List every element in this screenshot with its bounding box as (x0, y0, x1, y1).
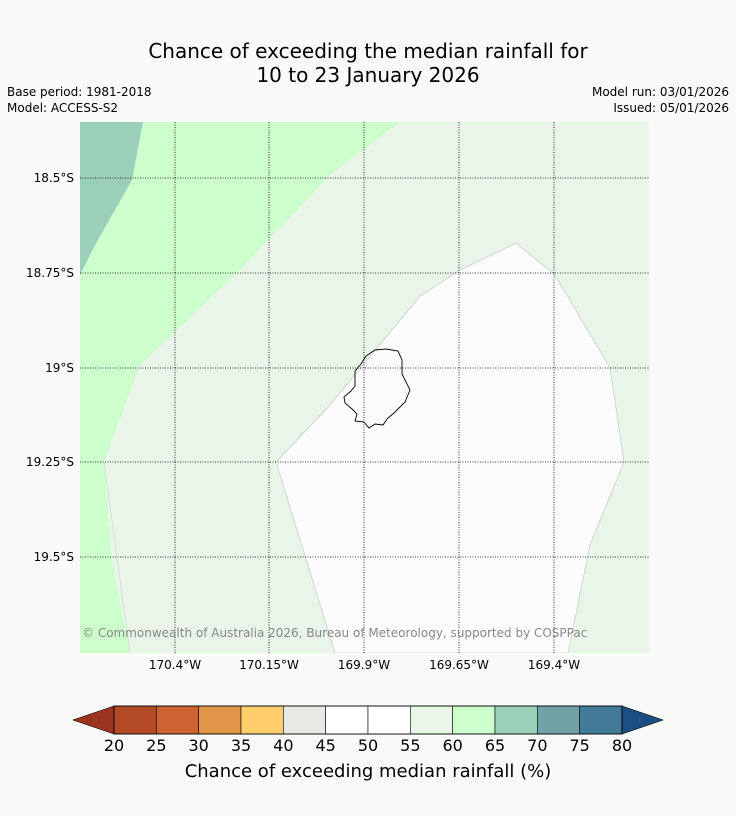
map-title-line1: Chance of exceeding the median rainfall … (148, 39, 588, 63)
colorbar-segment (410, 705, 453, 735)
lon-label-170-4: 170.4°W (148, 658, 202, 672)
contour-edge (103, 461, 131, 653)
colorbar-segment (452, 705, 496, 735)
colorbar-tick-label: 45 (315, 736, 336, 755)
colorbar-under-arrow (72, 705, 115, 735)
colorbar-segment (494, 705, 538, 735)
lon-label-169-9: 169.9°W (337, 658, 391, 672)
colorbar-title: Chance of exceeding median rainfall (%) (184, 761, 552, 782)
colorbar-tick-label: 65 (484, 736, 506, 755)
colorbar-segment (579, 705, 623, 735)
colorbar-tick-label: 50 (357, 736, 379, 755)
colorbar-tick-label: 75 (569, 736, 590, 755)
colorbar-tick-label: 70 (527, 736, 548, 755)
lat-label-19-5: 19.5°S (33, 550, 74, 564)
colorbar-frame (113, 705, 623, 735)
colorbar-tick-label: 55 (400, 736, 421, 755)
colorbar-segment (113, 705, 157, 735)
lat-label-18-5: 18.5°S (33, 171, 74, 185)
gridlines (80, 122, 649, 653)
colorbar-segment (283, 705, 326, 735)
region-60-65 (80, 122, 400, 653)
model-run: Model run: 03/01/2026 (591, 85, 729, 99)
model-name: Model: ACCESS-S2 (7, 101, 119, 115)
region-65-70 (80, 122, 143, 275)
colorbar-segment (367, 705, 411, 735)
lon-label-169-4: 169.4°W (527, 658, 581, 672)
colorbar-tick-label: 35 (230, 736, 252, 755)
base-period: Base period: 1981-2018 (7, 85, 152, 99)
lat-label-18-75: 18.75°S (26, 266, 74, 280)
colorbar-segment (325, 705, 369, 735)
copyright-notice: © Commonwealth of Australia 2026, Bureau… (82, 626, 588, 640)
niue-island-outline (343, 348, 411, 429)
region-50-55 (275, 242, 625, 653)
colorbar-over-arrow (621, 705, 664, 735)
colorbar-segment (156, 705, 199, 735)
lat-label-19: 19°S (45, 361, 74, 375)
lon-label-170-15: 170.15°W (239, 658, 299, 672)
colorbar-segment (537, 705, 580, 735)
colorbar-tick-label: 80 (611, 736, 633, 755)
colorbar-segment (240, 705, 284, 735)
colorbar (72, 705, 664, 735)
colorbar-tick-label: 30 (188, 736, 209, 755)
issued-date: Issued: 05/01/2026 (613, 101, 729, 115)
colorbar-segment (198, 705, 242, 735)
map-title-line2: 10 to 23 January 2026 (256, 63, 480, 87)
lat-label-19-25: 19.25°S (26, 455, 74, 469)
colorbar-tick-label: 40 (273, 736, 294, 755)
colorbar-tick-label: 60 (442, 736, 463, 755)
colorbar-tick-label: 20 (103, 736, 125, 755)
map-area (80, 122, 649, 653)
lon-label-169-65: 169.65°W (429, 658, 489, 672)
colorbar-segments (113, 705, 623, 735)
colorbar-tick-label: 25 (146, 736, 167, 755)
